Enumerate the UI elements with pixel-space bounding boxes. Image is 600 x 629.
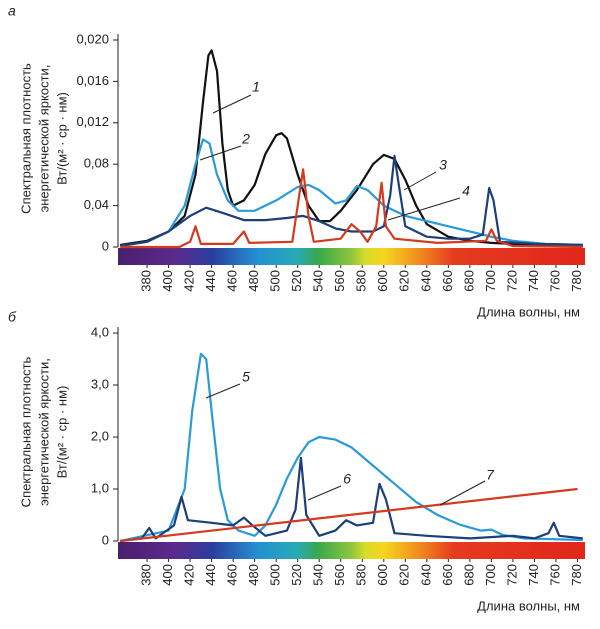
leader-line [387,197,461,221]
series-line [120,487,578,543]
spectrum-bar [118,248,585,265]
series-label: 5 [242,369,250,385]
x-tick-label: 600 [375,564,390,586]
x-tick-label: 460 [225,270,240,292]
x-tick-label: 700 [483,270,498,292]
leader-line [307,485,342,501]
x-tick-label: 380 [138,564,153,586]
x-tick-label: 540 [311,270,326,292]
panel-label: б [8,309,17,325]
y-tick-label: 4,0 [91,324,109,339]
x-tick-label: 600 [375,270,390,292]
leader-line [439,480,486,506]
x-tick-label: 680 [461,270,476,292]
y-axis-label: энергетической яркости, [36,358,51,506]
x-tick-label: 660 [440,564,455,586]
series-line [120,168,583,249]
x-tick-label: 420 [182,270,197,292]
y-axis-label: Спектральная плотность [18,63,33,214]
y-tick-label: 0,012 [76,114,109,129]
leader-line [205,383,241,399]
x-tick-label: 760 [547,270,562,292]
series-label: 1 [252,79,260,95]
x-tick-label: 400 [160,564,175,586]
x-axis-label: Длина волны, нм [477,304,580,319]
x-tick-label: 580 [354,564,369,586]
x-tick-label: 500 [268,564,283,586]
x-tick-label: 700 [483,564,498,586]
y-tick-label: 0,020 [76,31,109,46]
series-label: 7 [486,467,495,483]
x-tick-label: 780 [569,270,584,292]
x-tick-label: 380 [138,270,153,292]
x-tick-label: 540 [311,564,326,586]
x-tick-label: 480 [246,564,261,586]
x-tick-label: 720 [504,270,519,292]
x-tick-label: 740 [526,270,541,292]
x-tick-label: 680 [461,564,476,586]
x-tick-label: 440 [203,270,218,292]
series-label: 4 [462,183,470,199]
x-tick-label: 460 [225,564,240,586]
y-tick-label: 0 [102,532,109,547]
series-label: 3 [439,157,447,173]
x-tick-label: 660 [440,270,455,292]
x-axis-label: Длина волны, нм [477,598,580,613]
x-tick-label: 520 [289,270,304,292]
x-tick-label: 720 [504,564,519,586]
x-tick-label: 640 [418,564,433,586]
x-tick-label: 520 [289,564,304,586]
y-tick-label: 0,016 [76,73,109,88]
x-tick-label: 560 [332,270,347,292]
y-axis-label: Вт/(м² · ср · нм) [54,92,69,185]
spectrum-bar [118,542,585,559]
y-tick-label: 3,0 [91,376,109,391]
x-tick-label: 580 [354,270,369,292]
y-tick-label: 0 [102,238,109,253]
x-tick-label: 640 [418,270,433,292]
series-line [119,352,583,543]
x-tick-label: 620 [397,564,412,586]
x-tick-label: 400 [160,270,175,292]
x-tick-label: 500 [268,270,283,292]
series-line [120,154,583,248]
y-axis-label: энергетической яркости, [36,65,51,213]
y-tick-label: 0,04 [84,197,109,212]
y-tick-label: 2,0 [91,428,109,443]
x-tick-label: 560 [332,564,347,586]
leader-line [403,171,437,191]
x-tick-label: 620 [397,270,412,292]
leader-line [199,145,242,161]
series-line [120,456,583,543]
series-line [120,138,583,248]
y-axis-label: Вт/(м² · ср · нм) [54,386,69,479]
x-tick-label: 420 [182,564,197,586]
x-tick-label: 780 [569,564,584,586]
panel-label: а [8,3,16,19]
x-tick-label: 760 [547,564,562,586]
y-tick-label: 0,08 [84,156,109,171]
x-tick-label: 440 [203,564,218,586]
y-axis-label: Спектральная плотность [18,356,33,507]
series-line [120,49,583,248]
x-tick-label: 740 [526,564,541,586]
series-label: 6 [343,471,351,487]
leader-line [212,94,252,114]
y-tick-label: 1,0 [91,480,109,495]
series-label: 2 [241,131,250,147]
x-tick-label: 480 [246,270,261,292]
